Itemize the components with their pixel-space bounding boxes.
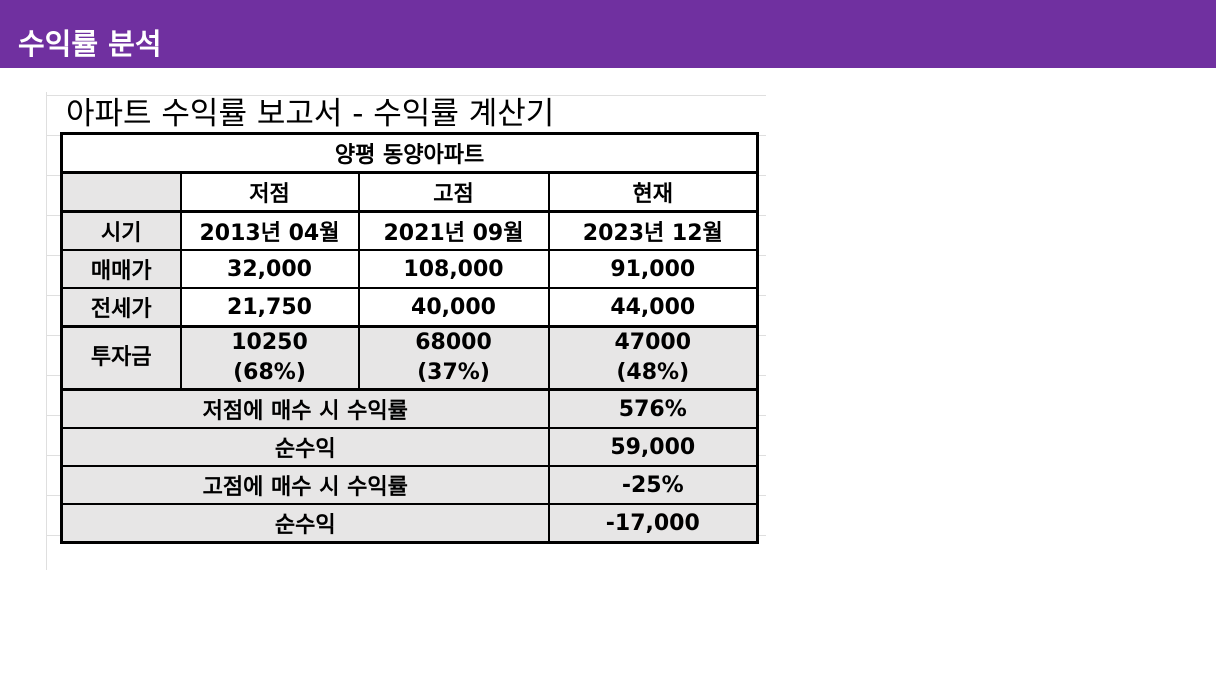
corner-cell: [60, 171, 182, 213]
page-title: 수익률 분석: [18, 27, 162, 61]
period-current: 2023년 12월: [547, 210, 759, 251]
investment-current: 47000 (48%): [547, 325, 759, 391]
investment-amount: 10250: [231, 330, 308, 355]
investment-high: 68000 (37%): [357, 325, 550, 391]
investment-amount: 47000: [614, 330, 692, 355]
property-row: 양평 동양아파트: [60, 132, 759, 174]
row-label-investment: 투자금: [60, 325, 182, 391]
summary-value: -25%: [547, 465, 759, 505]
sale-price-low: 32,000: [179, 249, 360, 289]
investment-low: 10250 (68%): [179, 325, 360, 391]
investment-ratio: (48%): [616, 360, 690, 385]
summary-row: 순수익 -17,000: [60, 503, 759, 544]
yield-calculator-table: 양평 동양아파트 저점 고점 현재 시기 2013년 04월 2021년 09월…: [60, 132, 760, 544]
row-label-jeonse-price: 전세가: [60, 287, 182, 328]
period-low: 2013년 04월: [179, 210, 360, 251]
sale-price-row: 매매가 32,000 108,000 91,000: [60, 249, 759, 289]
jeonse-price-low: 21,750: [179, 287, 360, 328]
investment-amount: 68000: [415, 330, 492, 355]
period-high: 2021년 09월: [357, 210, 550, 251]
investment-ratio: (68%): [233, 360, 306, 385]
summary-value: 59,000: [547, 427, 759, 467]
summary-value: -17,000: [547, 503, 759, 544]
summary-row: 저점에 매수 시 수익률 576%: [60, 388, 759, 429]
row-label-sale-price: 매매가: [60, 249, 182, 289]
summary-label: 고점에 매수 시 수익률: [60, 465, 550, 505]
sale-price-current: 91,000: [547, 249, 759, 289]
sale-price-high: 108,000: [357, 249, 550, 289]
column-header-current: 현재: [547, 171, 759, 213]
jeonse-price-row: 전세가 21,750 40,000 44,000: [60, 287, 759, 328]
summary-label: 순수익: [60, 503, 550, 544]
column-header-low: 저점: [179, 171, 360, 213]
period-row: 시기 2013년 04월 2021년 09월 2023년 12월: [60, 210, 759, 251]
header-bar: 수익률 분석: [0, 0, 1216, 68]
row-label-period: 시기: [60, 210, 182, 251]
summary-label: 순수익: [60, 427, 550, 467]
report-title: 아파트 수익률 보고서 - 수익률 계산기: [66, 96, 555, 132]
column-header-row: 저점 고점 현재: [60, 171, 759, 213]
investment-ratio: (37%): [417, 360, 490, 385]
investment-row: 투자금 10250 (68%) 68000 (37%) 47000 (48%): [60, 325, 759, 391]
summary-row: 순수익 59,000: [60, 427, 759, 467]
summary-value: 576%: [547, 388, 759, 429]
column-header-high: 고점: [357, 171, 550, 213]
jeonse-price-high: 40,000: [357, 287, 550, 328]
property-name: 양평 동양아파트: [60, 132, 759, 174]
summary-label: 저점에 매수 시 수익률: [60, 388, 550, 429]
summary-row: 고점에 매수 시 수익률 -25%: [60, 465, 759, 505]
jeonse-price-current: 44,000: [547, 287, 759, 328]
